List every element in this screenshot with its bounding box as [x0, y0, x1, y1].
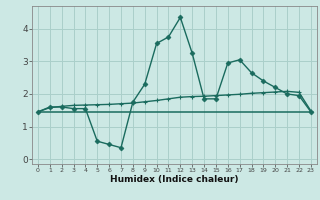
X-axis label: Humidex (Indice chaleur): Humidex (Indice chaleur) — [110, 175, 239, 184]
